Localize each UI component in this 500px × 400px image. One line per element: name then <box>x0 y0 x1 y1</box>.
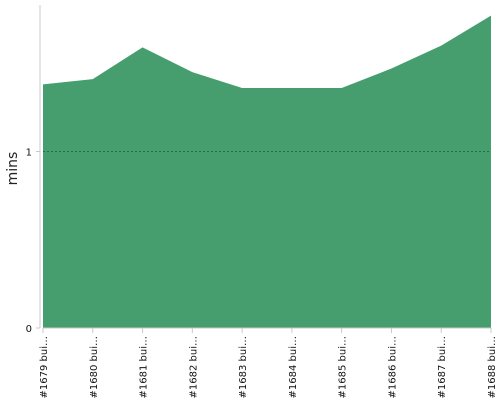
x-tick-label-2: #1680 bui… <box>89 336 100 398</box>
y-axis-title: mins <box>5 152 21 186</box>
area-series <box>43 15 491 329</box>
y-ticks: 01 <box>26 147 40 335</box>
x-tick-label-8: #1686 bui… <box>387 336 398 398</box>
x-tick-label-6: #1684 bui… <box>288 336 299 398</box>
area-fill <box>43 15 491 329</box>
x-tick-label-9: #1687 bui… <box>437 336 448 398</box>
y-tick-label-0: 0 <box>26 324 32 335</box>
y-tick-label-1: 1 <box>26 147 32 158</box>
x-tick-label-7: #1685 bui… <box>338 336 349 398</box>
x-tick-label-10: #1688 bui… <box>487 336 498 398</box>
x-ticks: #1679 bui… #1680 bui… #1681 bui… #1682 bui…… <box>39 328 498 398</box>
x-tick-label-1: #1679 bui… <box>39 336 50 398</box>
x-tick-label-3: #1681 bui… <box>139 336 150 398</box>
x-tick-label-5: #1683 bui… <box>238 336 249 398</box>
x-tick-label-4: #1682 bui… <box>188 336 199 398</box>
